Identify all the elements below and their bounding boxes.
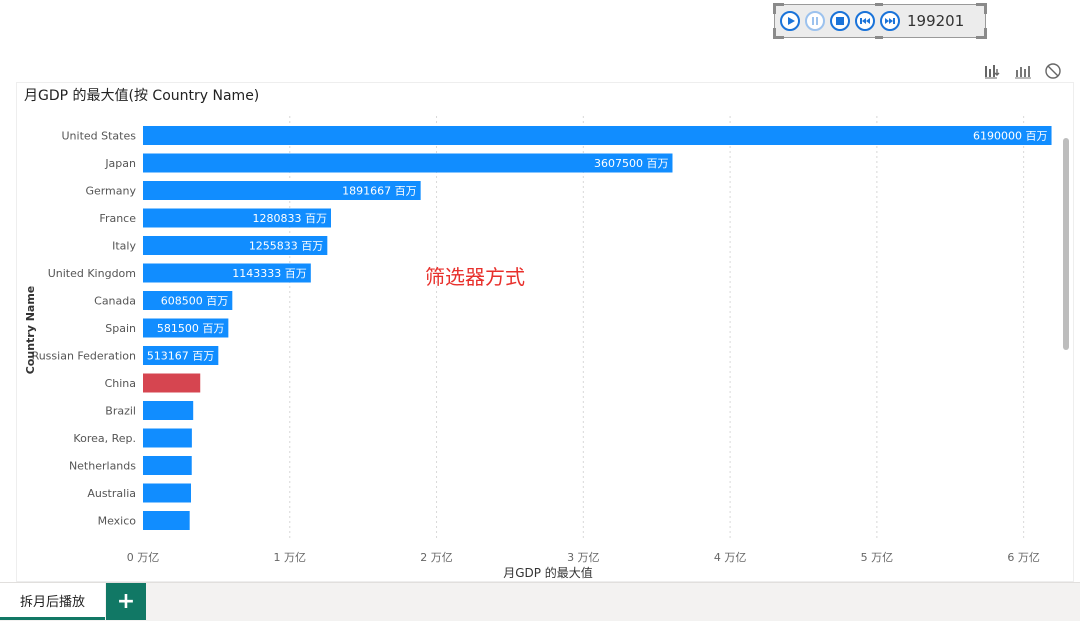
selection-handle[interactable]	[875, 36, 883, 39]
vertical-scrollbar[interactable]	[1063, 124, 1069, 548]
stop-icon	[836, 17, 844, 25]
x-tick-label: 6 万亿	[1007, 551, 1040, 564]
selection-handle[interactable]	[875, 3, 883, 6]
data-label: 3607500 百万	[594, 157, 669, 170]
category-label: Japan	[104, 157, 136, 170]
bar[interactable]	[143, 346, 219, 365]
pause-icon	[812, 17, 818, 25]
data-label: 1891667 百万	[342, 185, 417, 198]
data-label: 513167 百万	[147, 350, 215, 363]
play-icon	[787, 17, 795, 25]
category-label: Mexico	[98, 515, 137, 528]
bar[interactable]	[143, 181, 421, 200]
x-tick-label: 4 万亿	[714, 551, 747, 564]
rewind-icon	[860, 18, 870, 24]
data-label: 581500 百万	[157, 322, 225, 335]
category-label: Italy	[112, 240, 136, 253]
play-axis-slicer: 199201	[773, 3, 987, 39]
add-page-button[interactable]: +	[106, 583, 146, 620]
selection-handle[interactable]	[976, 28, 987, 39]
drill-down-icon[interactable]	[984, 63, 1002, 83]
x-tick-label: 3 万亿	[567, 551, 600, 564]
previous-button[interactable]	[855, 11, 875, 31]
next-button[interactable]	[880, 11, 900, 31]
selection-handle[interactable]	[773, 28, 784, 39]
x-tick-label: 5 万亿	[861, 551, 894, 564]
category-label: Spain	[105, 322, 136, 335]
bar[interactable]	[143, 236, 328, 255]
play-button[interactable]	[780, 11, 800, 31]
category-label: Australia	[87, 487, 136, 500]
data-label: 1280833 百万	[252, 212, 327, 225]
category-label: United States	[62, 130, 137, 143]
bar[interactable]	[143, 511, 190, 530]
data-label: 1143333 百万	[232, 267, 307, 280]
category-label: Korea, Rep.	[73, 432, 136, 445]
bar[interactable]	[143, 126, 1052, 145]
bar[interactable]	[143, 401, 194, 420]
y-axis-title: Country Name	[24, 286, 37, 375]
pause-button[interactable]	[805, 11, 825, 31]
selection-handle[interactable]	[976, 3, 987, 14]
stop-button[interactable]	[830, 11, 850, 31]
x-tick-label: 2 万亿	[420, 551, 453, 564]
bar[interactable]	[143, 208, 331, 228]
category-label: United Kingdom	[48, 267, 136, 280]
bar[interactable]	[143, 318, 229, 338]
category-label: China	[105, 377, 136, 390]
fast-forward-icon	[885, 18, 895, 24]
selection-handle[interactable]	[773, 3, 784, 14]
bar[interactable]	[143, 456, 192, 475]
category-label: Netherlands	[69, 460, 136, 473]
bar[interactable]	[143, 153, 673, 173]
x-axis-title: 月GDP 的最大值	[503, 565, 593, 580]
chart-title: 月GDP 的最大值(按 Country Name)	[24, 88, 260, 104]
x-tick-label: 0 万亿	[127, 551, 160, 564]
page-tab-bar: 拆月后播放 +	[0, 582, 1080, 621]
show-data-icon[interactable]	[1014, 63, 1032, 83]
scrollbar-thumb[interactable]	[1063, 138, 1069, 350]
category-label: Germany	[85, 185, 136, 198]
bar[interactable]	[143, 263, 311, 283]
clear-filter-icon[interactable]	[1044, 62, 1062, 84]
bar[interactable]	[143, 373, 201, 393]
play-axis-current-value: 199201	[907, 12, 965, 30]
data-label: 1255833 百万	[249, 240, 324, 253]
category-label: France	[99, 212, 136, 225]
x-tick-label: 1 万亿	[274, 551, 307, 564]
category-label: Canada	[94, 295, 136, 308]
bar-chart: 0 万亿 1 万亿 2 万亿 3 万亿 4 万亿 5 万亿 6 万亿 United State…	[24, 116, 1052, 580]
page-tab-active[interactable]: 拆月后播放	[0, 583, 105, 620]
category-label: Brazil	[105, 405, 136, 418]
category-label: Russian Federation	[32, 350, 136, 363]
data-label: 608500 百万	[161, 295, 229, 308]
bar[interactable]	[143, 291, 233, 310]
annotation-text: 筛选器方式	[425, 265, 525, 289]
bar[interactable]	[143, 428, 192, 448]
bar[interactable]	[143, 483, 191, 503]
visual-header	[984, 62, 1062, 84]
data-label: 6190000 百万	[973, 130, 1048, 143]
chart-visual-container[interactable]	[16, 82, 1074, 582]
